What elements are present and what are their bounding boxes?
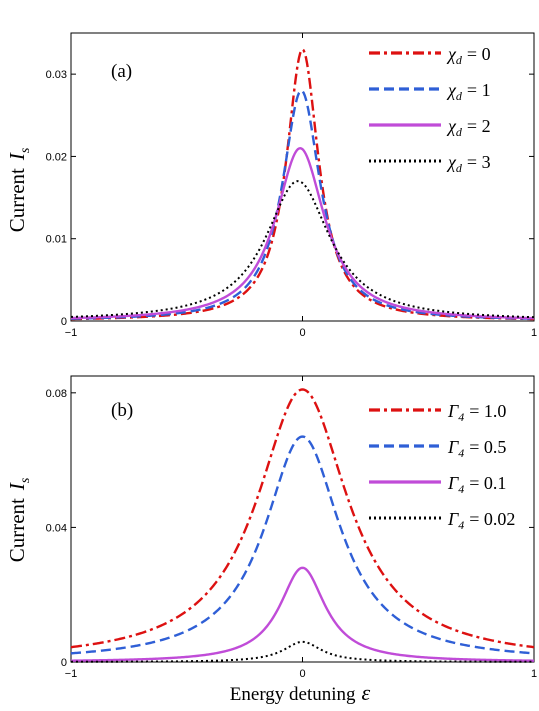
panel-b-xlabel: Energy detuning ε	[230, 680, 371, 705]
series-line-4	[70, 180, 535, 319]
plot-frame	[70, 375, 535, 663]
panel-b-ylabel: CurrentIs	[5, 477, 33, 562]
panel-b: CurrentIs (b) Energy detuning ε −1 0 100.04…	[5, 375, 537, 705]
y-tick-label: 0.08	[46, 388, 67, 400]
legend-label-1: Γ4 = 1.0	[447, 401, 506, 424]
x-tick-label: 0	[299, 327, 305, 339]
y-tick-label: 0.03	[46, 69, 67, 81]
x-tick-label: 0	[299, 668, 305, 680]
series-line-3	[70, 146, 535, 320]
series-line-1	[70, 388, 535, 649]
legend-label-4: χd = 3	[446, 152, 491, 175]
x-tick-label: 1	[531, 327, 537, 339]
y-tick-label: 0.01	[46, 234, 67, 246]
y-tick-label: 0.02	[46, 151, 67, 163]
x-tick-label: −1	[65, 668, 78, 680]
legend-label-3: χd = 2	[446, 116, 491, 139]
legend-label-3: Γ4 = 0.1	[447, 473, 506, 496]
series-line-3	[70, 566, 535, 662]
series-line-2	[70, 89, 535, 320]
y-tick-label: 0	[61, 316, 67, 328]
panel-a-label: (a)	[111, 61, 132, 82]
panel-b-label: (b)	[111, 400, 133, 421]
legend-label-2: χd = 1	[446, 80, 491, 103]
panel-a-ylabel: CurrentIs	[5, 147, 33, 232]
x-tick-label: −1	[65, 327, 78, 339]
legend-label-2: Γ4 = 0.5	[447, 437, 506, 460]
legend-label-1: χd = 0	[446, 44, 491, 67]
series-line-1	[70, 47, 535, 321]
x-tick-label: 1	[531, 668, 537, 680]
series-line-2	[70, 435, 535, 655]
plot-frame	[70, 32, 535, 322]
y-tick-label: 0.04	[46, 522, 67, 534]
y-tick-label: 0	[61, 657, 67, 669]
legend-label-4: Γ4 = 0.02	[447, 509, 515, 532]
